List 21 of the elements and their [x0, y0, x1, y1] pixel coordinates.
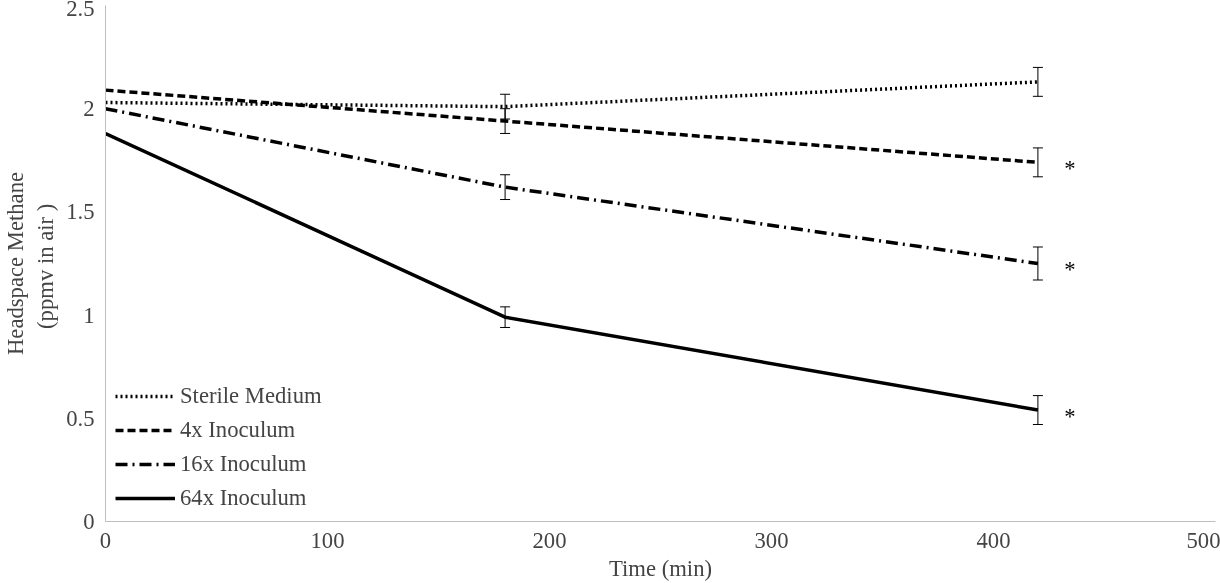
annotation: * [1064, 257, 1076, 282]
legend-label: 4x Inoculum [180, 417, 296, 443]
legend-label: 16x Inoculum [180, 451, 307, 477]
x-tick-label: 0 [99, 527, 112, 553]
y-tick-label: 0 [83, 509, 95, 534]
x-axis-title: Time (min) [608, 555, 713, 581]
x-tick-label: 400 [976, 527, 1011, 553]
y-axis-title: Headspace Methane (ppmv in air ) [3, 171, 59, 356]
x-tick-label: 200 [532, 527, 567, 553]
y-tick-label: 0.5 [66, 405, 95, 431]
annotation: * [1064, 403, 1076, 429]
y-tick-label: 2.5 [66, 0, 95, 21]
x-tick-label: 100 [310, 527, 345, 553]
legend-label: Sterile Medium [180, 383, 322, 409]
x-tick-label: 500 [1186, 527, 1220, 553]
y-tick-label: 2 [83, 96, 95, 122]
annotation: * [1064, 155, 1076, 181]
y-tick-label: 1.5 [66, 199, 95, 225]
y-tick-label: 1 [83, 302, 95, 328]
legend-label: 64x Inoculum [180, 485, 307, 511]
x-tick-label: 300 [754, 527, 789, 553]
